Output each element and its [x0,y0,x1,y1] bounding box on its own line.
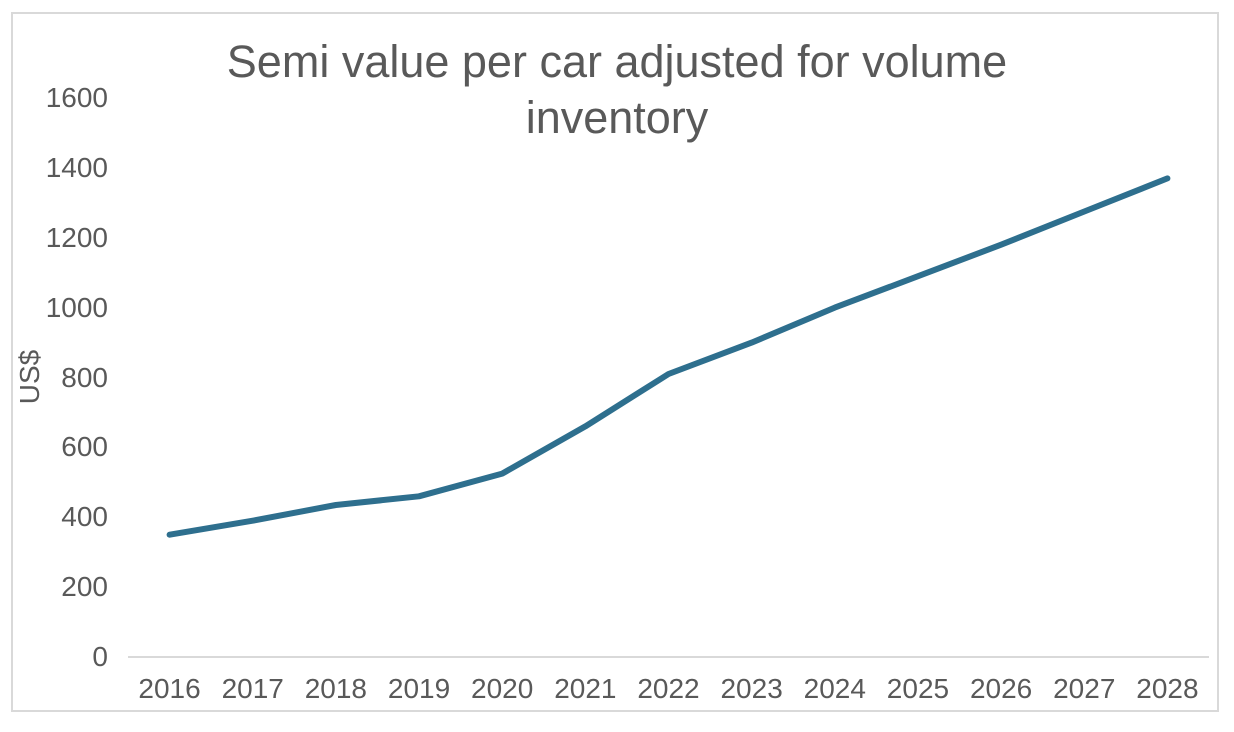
y-tick-label: 1200 [45,221,108,253]
y-tick-label: 800 [61,361,108,393]
y-tick-label: 600 [61,431,108,463]
x-tick-label: 2018 [304,673,368,704]
y-tick-label: 400 [61,501,108,533]
x-tick-label: 2019 [387,673,451,704]
x-tick-label: 2022 [637,673,700,704]
x-tick-label: 2021 [554,673,617,704]
chart-title: Semi value per car adjusted for volume i… [226,36,1008,143]
y-tick-label: 1000 [45,291,108,323]
x-tick-label: 2016 [138,673,201,704]
x-tick-label: 2017 [221,673,284,704]
x-tick-label: 2023 [720,673,783,704]
y-tick-label: 0 [92,641,108,672]
y-tick-label: 1400 [45,151,108,183]
x-tick-label: 2027 [1053,673,1116,704]
x-tick-label: 2024 [803,673,866,704]
x-tick-label: 2028 [1136,673,1199,704]
y-tick-label: 200 [61,571,108,603]
chart-border [11,12,1219,712]
data-series-line [166,175,1171,538]
x-tick-label: 2025 [886,673,950,704]
x-tick-label: 2020 [471,673,534,704]
y-tick-label: 1600 [45,82,108,113]
x-tick-label: 2026 [969,673,1033,704]
